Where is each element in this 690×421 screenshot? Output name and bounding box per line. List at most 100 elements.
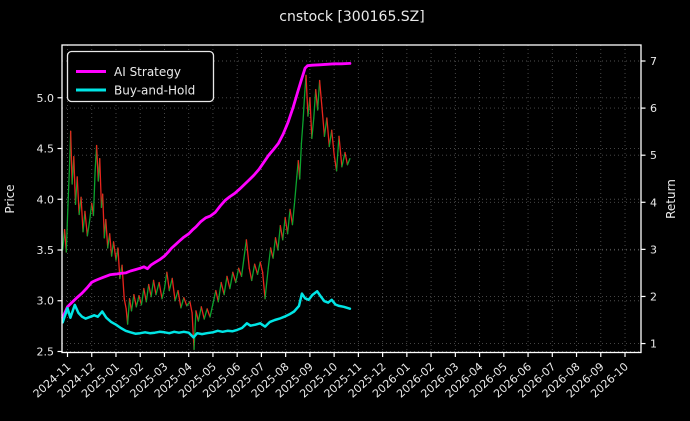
price-down-segment — [177, 289, 182, 309]
price-up-segment — [267, 247, 272, 269]
return-tick-labels: 1 2 3 4 5 6 7 — [650, 55, 657, 351]
price-down-segment — [123, 298, 127, 310]
price-tick-label: 5.0 — [37, 92, 55, 105]
price-up-segment — [193, 310, 197, 351]
price-up-segment — [161, 287, 166, 300]
price-up-segment — [335, 135, 340, 172]
price-axis-label: Price — [3, 184, 17, 213]
price-down-segment — [284, 216, 289, 235]
price-up-segment — [223, 275, 228, 296]
price-down-segment — [321, 107, 326, 137]
price-up-segment — [168, 277, 173, 292]
price-tick-label: 3.5 — [37, 244, 55, 257]
return-tick-label: 3 — [650, 243, 657, 256]
price-up-segment — [277, 224, 281, 251]
price-down-segment — [305, 74, 309, 117]
price-up-segment — [294, 176, 298, 200]
price-down-segment — [105, 218, 109, 249]
price-down-segment — [109, 233, 113, 257]
price-down-segment — [166, 271, 170, 292]
price-up-segment — [317, 79, 321, 111]
return-tick-label: 7 — [650, 55, 657, 68]
return-tick-label: 2 — [650, 290, 657, 303]
price-down-segment — [143, 287, 147, 303]
ai-strategy-line — [61, 62, 352, 320]
price-down-segment — [248, 267, 253, 282]
price-down-segment — [95, 144, 99, 182]
price-down-segment — [195, 310, 200, 322]
price-up-segment — [150, 279, 155, 298]
price-down-segment — [148, 283, 152, 298]
price-tick-label: 4.0 — [37, 193, 55, 206]
price-up-segment — [180, 297, 185, 309]
price-up-segment — [240, 257, 245, 278]
price-up-segment — [197, 306, 202, 322]
price-up-segment — [328, 129, 333, 148]
price-up-segment — [130, 294, 135, 312]
price-down-segment — [245, 239, 250, 269]
price-down-segment — [99, 158, 103, 209]
price-up-segment — [86, 218, 91, 237]
price-down-segment — [73, 155, 77, 205]
price-down-segment — [220, 281, 225, 296]
price-up-segment — [341, 151, 346, 168]
price-up-segment — [291, 198, 296, 226]
price-up-segment — [89, 202, 93, 221]
price-tick-label: 3.0 — [37, 295, 55, 308]
price-up-segment — [323, 117, 328, 137]
price-up-segment — [313, 89, 317, 119]
price-up-segment — [346, 158, 351, 166]
legend-label-ai-strategy: AI Strategy — [114, 65, 181, 79]
data-series — [61, 62, 352, 351]
return-tick-label: 1 — [650, 338, 657, 351]
price-up-segment — [272, 237, 277, 259]
price-up-segment — [286, 208, 291, 235]
price-down-segment — [237, 267, 243, 278]
price-down-segment — [152, 279, 157, 296]
price-down-segment — [215, 289, 219, 303]
price-down-segment — [331, 129, 335, 156]
price-tick-label: 4.5 — [37, 143, 55, 156]
return-axis-label: Return — [664, 179, 678, 219]
buy-and-hold-line — [61, 290, 352, 339]
price-up-segment — [203, 308, 208, 320]
price-up-segment — [155, 281, 160, 296]
price-down-segment — [279, 224, 284, 241]
legend: AI Strategy Buy-and-Hold — [66, 50, 215, 103]
price-up-segment — [135, 295, 140, 308]
price-up-segment — [92, 170, 96, 217]
price-tick-labels: 2.5 3.0 3.5 4.0 4.5 5.0 — [37, 92, 55, 359]
price-up-segment — [145, 283, 150, 303]
price-up-segment — [212, 289, 217, 305]
price-down-segment — [309, 97, 313, 140]
price-down-segment — [101, 193, 105, 239]
price-up-segment — [65, 203, 69, 253]
price-down-segment — [344, 151, 349, 166]
price-up-segment — [229, 271, 234, 290]
price-down-segment — [189, 301, 193, 314]
price-down-segment — [259, 261, 264, 273]
price-down-segment — [121, 264, 125, 300]
price-up-segment — [209, 303, 214, 318]
return-tick-label: 6 — [650, 102, 657, 115]
price-series — [62, 74, 351, 351]
price-tick-label: 2.5 — [37, 345, 55, 358]
price-down-segment — [112, 241, 117, 261]
price-down-segment — [158, 281, 163, 300]
price-up-segment — [126, 298, 131, 325]
price-down-segment — [84, 210, 89, 237]
price-down-segment — [80, 196, 84, 233]
price-down-segment — [326, 117, 330, 148]
price-down-segment — [171, 277, 176, 302]
price-down-segment — [183, 297, 188, 307]
price-down-segment — [206, 308, 211, 318]
price-up-segment — [300, 119, 304, 145]
chart-title: cnstock [300165.SZ] — [279, 9, 424, 25]
price-down-segment — [232, 271, 237, 284]
price-down-segment — [200, 306, 205, 320]
price-up-segment — [243, 239, 248, 259]
price-up-segment — [311, 117, 315, 140]
price-down-segment — [261, 271, 266, 300]
price-up-segment — [251, 263, 256, 282]
price-down-segment — [226, 275, 231, 290]
